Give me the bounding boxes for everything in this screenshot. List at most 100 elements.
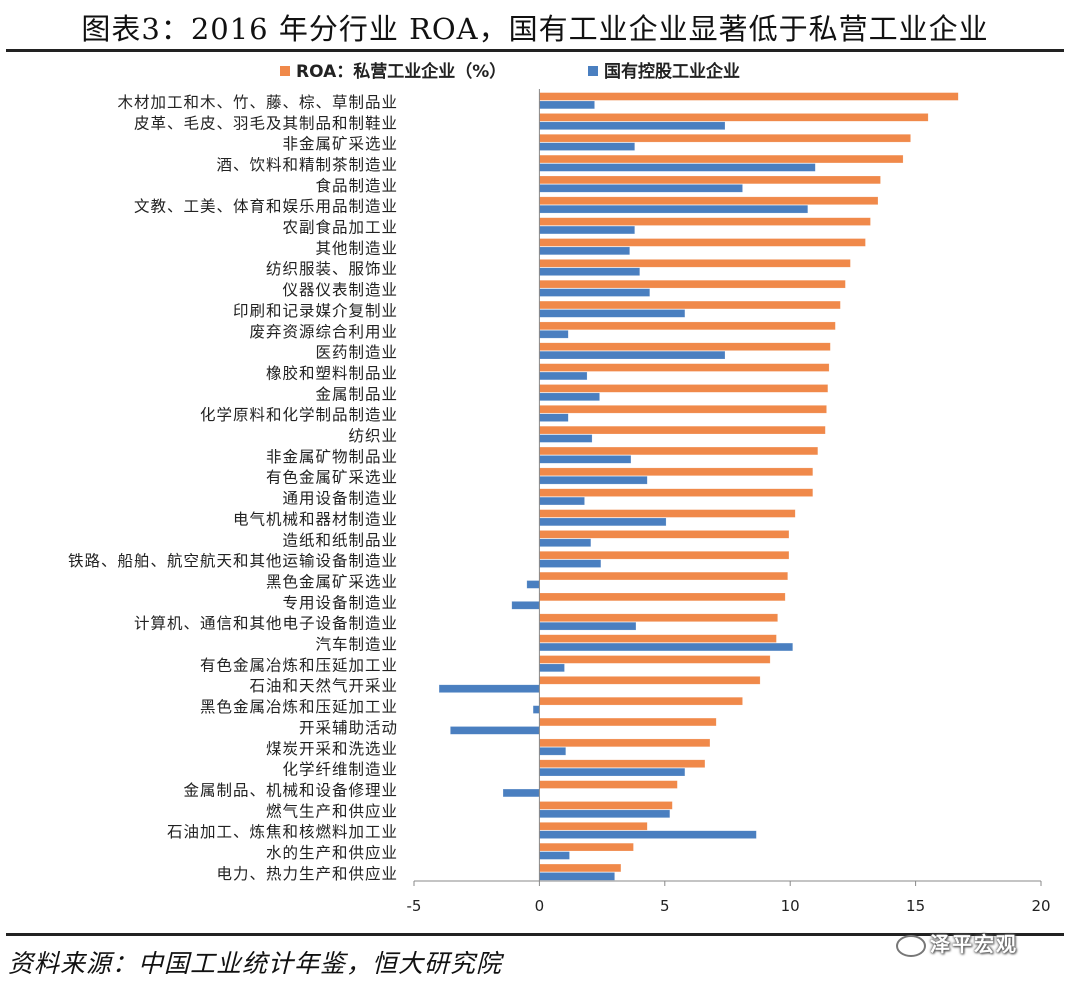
bar-state <box>539 309 686 318</box>
bar-private <box>539 509 796 518</box>
category-label: 煤炭开采和洗选业 <box>266 740 398 758</box>
category-label: 水的生产和供应业 <box>266 843 398 862</box>
category-label: 专用设备制造业 <box>282 594 398 612</box>
bar-state <box>539 642 793 652</box>
x-tick-label: 20 <box>1031 897 1050 915</box>
legend-swatch-1 <box>588 66 598 76</box>
bar-state <box>526 580 540 589</box>
legend: ROA：私营工业企业（%） 国有控股工业企业 <box>280 61 740 82</box>
bar-state <box>539 809 671 818</box>
category-label: 木材加工和木、竹、藤、棕、草制品业 <box>117 93 398 111</box>
category-label: 开采辅助活动 <box>299 719 398 737</box>
bar-private <box>539 571 788 581</box>
bar-state <box>539 767 686 777</box>
bar-private <box>539 321 836 331</box>
bar-state <box>539 163 816 172</box>
bar-private <box>539 717 717 727</box>
bar-private <box>539 196 879 205</box>
category-label: 医药制造业 <box>315 344 398 362</box>
category-label: 金属制品业 <box>315 385 398 403</box>
bar-state <box>539 496 585 506</box>
bar-private <box>539 154 904 164</box>
wechat-icon <box>896 934 926 957</box>
bar-private <box>539 467 814 476</box>
category-label: 纺织服装、服饰业 <box>266 260 398 278</box>
bar-state <box>539 371 588 381</box>
bar-state <box>539 872 615 881</box>
bar-state <box>539 622 637 631</box>
category-label: 金属制品、机械和设备修理业 <box>183 781 398 799</box>
bar-state <box>539 663 565 673</box>
bar-private <box>539 551 790 560</box>
category-label: 黑色金属冶炼和压延加工业 <box>200 698 398 716</box>
bar-state <box>539 434 593 443</box>
chart-title: 图表3：2016 年分行业 ROA，国有工业企业显著低于私营工业企业 <box>81 12 989 46</box>
bar-private <box>539 738 711 748</box>
bar-private <box>539 822 648 831</box>
category-label: 仪器仪表制造业 <box>282 281 398 299</box>
category-label: 其他制造业 <box>315 239 398 257</box>
bar-state <box>539 100 595 110</box>
watermark-text: 泽平宏观 <box>930 932 1018 956</box>
bar-private <box>539 592 786 602</box>
bar-private <box>539 697 743 706</box>
bar-private <box>539 446 819 456</box>
category-label: 橡胶和塑料制品业 <box>266 364 398 382</box>
bar-private <box>539 217 871 226</box>
bar-private <box>539 342 831 351</box>
bar-private <box>539 363 830 372</box>
bar-private <box>539 175 881 185</box>
bar-state <box>539 476 648 485</box>
bar-private <box>539 655 771 664</box>
category-label: 燃气生产和供应业 <box>266 801 398 820</box>
bar-private <box>539 134 911 143</box>
bar-chart: ROA：私营工业企业（%） 国有控股工业企业 木材加工和木、竹、藤、棕、草制品业皮… <box>68 61 1051 915</box>
category-labels: 木材加工和木、竹、藤、棕、草制品业皮革、毛皮、羽毛及其制品和制鞋业非金属矿采选业… <box>68 93 398 882</box>
x-tick-label: 5 <box>660 897 670 915</box>
source-note: 资料来源：中国工业统计年鉴，恒大研究院 <box>8 949 503 978</box>
bar-state <box>539 517 667 527</box>
bar-state <box>539 267 640 276</box>
bar-state <box>539 184 743 193</box>
category-label: 化学纤维制造业 <box>282 761 398 779</box>
category-label: 酒、饮料和精制茶制造业 <box>216 156 398 174</box>
bar-private <box>539 863 622 873</box>
bar-state <box>539 330 569 339</box>
category-label: 有色金属冶炼和压延加工业 <box>200 656 398 674</box>
category-label: 化学原料和化学制品制造业 <box>200 406 398 424</box>
bar-state <box>539 392 600 401</box>
category-label: 非金属矿采选业 <box>282 135 398 153</box>
bar-state <box>539 413 569 422</box>
bar-private <box>539 780 678 789</box>
category-label: 文教、工美、体育和娱乐用品制造业 <box>134 198 398 216</box>
bar-state <box>539 747 566 756</box>
bar-state <box>539 205 809 214</box>
bar-private <box>539 259 851 268</box>
bar-state <box>539 851 570 860</box>
bar-state <box>532 705 540 714</box>
bar-private <box>539 488 814 497</box>
category-label: 通用设备制造业 <box>282 490 398 508</box>
category-label: 黑色金属矿采选业 <box>266 573 398 591</box>
legend-label-1: 国有控股工业企业 <box>604 61 740 82</box>
bar-private <box>539 384 829 393</box>
bar-state <box>539 350 726 360</box>
bar-private <box>539 92 959 101</box>
bar-state <box>511 601 540 610</box>
bar-private <box>539 842 634 852</box>
category-label: 纺织业 <box>348 427 398 445</box>
category-label: 计算机、通信和其他电子设备制造业 <box>134 614 398 633</box>
bar-private <box>539 801 673 810</box>
bar-state <box>502 788 540 798</box>
category-label: 食品制造业 <box>315 177 398 195</box>
bar-state <box>539 121 726 130</box>
bar-state <box>539 225 635 235</box>
bar-state <box>539 455 632 464</box>
legend-label-0: ROA：私营工业企业（%） <box>296 61 506 82</box>
watermark: 泽平宏观 <box>896 928 1018 957</box>
x-tick-label: -5 <box>407 897 422 915</box>
legend-swatch-0 <box>280 66 290 76</box>
bar-private <box>539 613 778 622</box>
x-tick-label: 15 <box>906 897 925 915</box>
category-label: 废弃资源综合利用业 <box>249 323 398 341</box>
